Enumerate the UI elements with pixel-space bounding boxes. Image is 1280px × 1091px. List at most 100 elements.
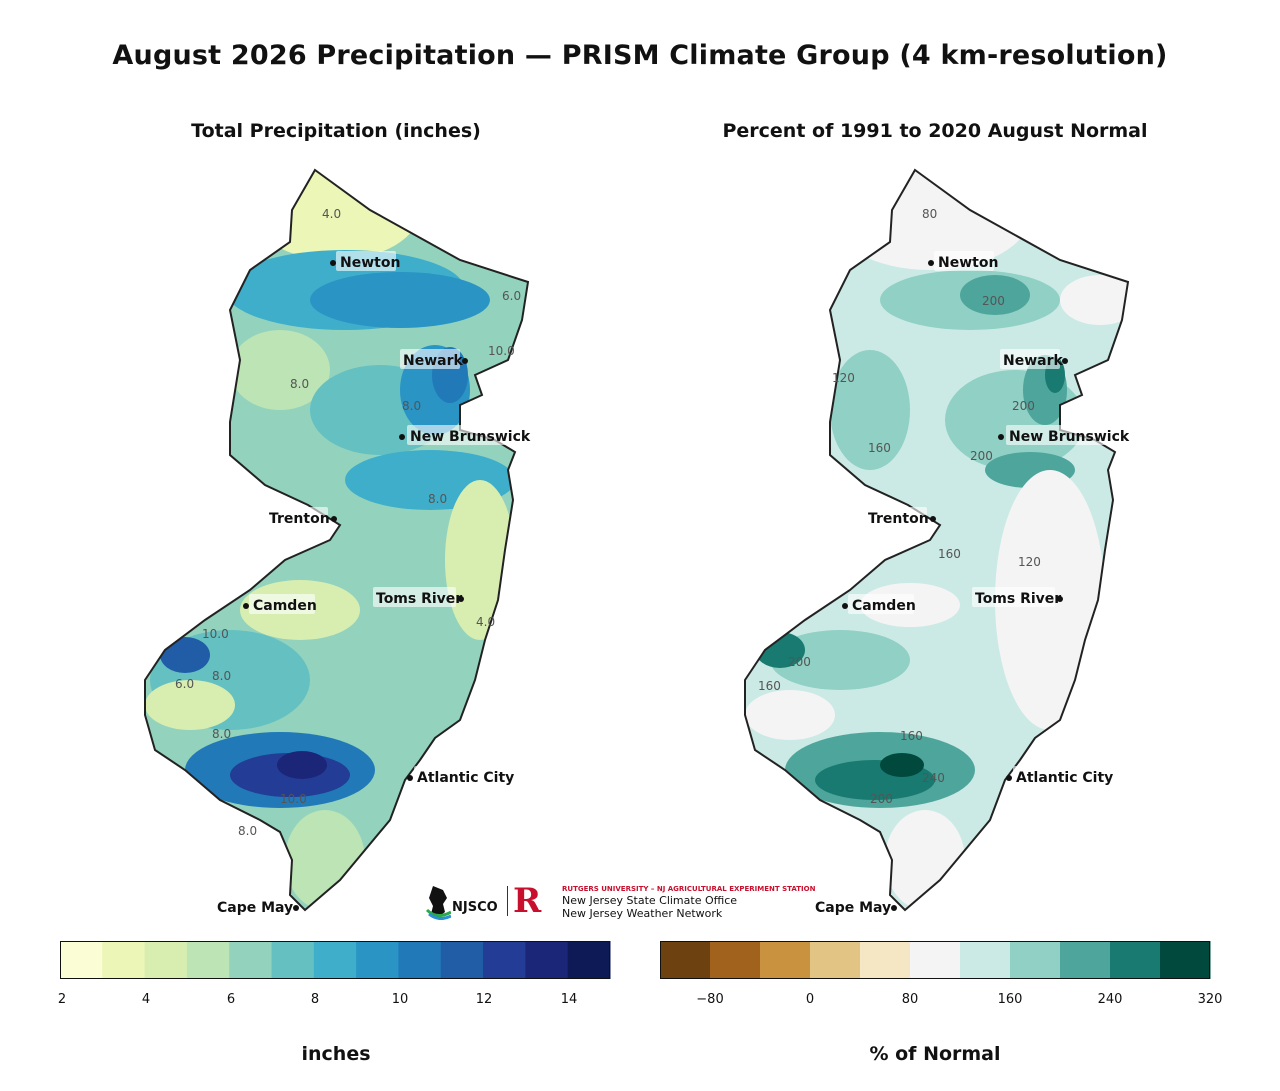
colorbar-tick: 10 bbox=[391, 992, 409, 1007]
contour-label: 160 bbox=[900, 729, 923, 743]
city-label-cape-may: Cape May bbox=[217, 900, 293, 916]
njsco-wordmark: NJSCO bbox=[452, 900, 498, 915]
colorbar-swatch bbox=[860, 941, 911, 979]
city-dot-trenton bbox=[331, 516, 337, 522]
contour-label: 10.0 bbox=[488, 344, 515, 358]
city-label-bg bbox=[1013, 766, 1108, 786]
city-label-newark: Newark bbox=[403, 353, 463, 369]
city-label-bg bbox=[934, 251, 994, 271]
colorbar-swatch bbox=[1110, 941, 1161, 979]
city-label-cape-may: Cape May bbox=[815, 900, 891, 916]
city-label-bg bbox=[414, 766, 509, 786]
precipitation-colorbar bbox=[60, 941, 611, 979]
percent-zone bbox=[960, 275, 1030, 315]
contour-label: 8.0 bbox=[212, 727, 231, 741]
city-label-bg bbox=[336, 251, 396, 271]
precip-zone bbox=[277, 751, 327, 779]
njsco-rutgers-logo: NJSCO R RUTGERS UNIVERSITY – NJ AGRICULT… bbox=[425, 880, 815, 922]
colorbar-swatch bbox=[186, 941, 230, 979]
left-map-subtitle: Total Precipitation (inches) bbox=[191, 120, 481, 142]
logo-line-1: RUTGERS UNIVERSITY – NJ AGRICULTURAL EXP… bbox=[562, 885, 816, 893]
colorbar-tick: 14 bbox=[560, 992, 578, 1007]
colorbar-swatch bbox=[356, 941, 399, 979]
city-label-toms-river: Toms River bbox=[975, 591, 1061, 607]
colorbar-swatch bbox=[1010, 941, 1061, 979]
city-label-bg bbox=[266, 507, 328, 527]
precipitation-map: 4.0 6.0 8.0 10.0 8.0 8.0 4.0 10.0 6.0 8.… bbox=[144, 168, 531, 916]
city-markers: Newton Newark New Brunswick Trenton Camd… bbox=[812, 251, 1130, 916]
city-dot-atlantic-city bbox=[1006, 775, 1012, 781]
contour-label: 8.0 bbox=[238, 824, 257, 838]
contour-labels: 4.0 6.0 8.0 10.0 8.0 8.0 4.0 10.0 6.0 8.… bbox=[175, 207, 521, 838]
colorbar-swatch bbox=[440, 941, 484, 979]
city-label-trenton: Trenton bbox=[269, 511, 330, 527]
state-outline bbox=[744, 168, 1130, 912]
city-label-bg bbox=[848, 594, 914, 614]
city-label-bg bbox=[407, 425, 522, 445]
city-label-atlantic-city: Atlantic City bbox=[417, 770, 514, 786]
colorbar-swatch bbox=[1060, 941, 1111, 979]
contour-label: 240 bbox=[922, 771, 945, 785]
colorbar-tick: 80 bbox=[901, 992, 919, 1007]
contour-label: 160 bbox=[868, 441, 891, 455]
city-label-camden: Camden bbox=[253, 598, 317, 614]
colorbar-label-inches: inches bbox=[301, 1043, 371, 1065]
logo-line-2: New Jersey State Climate Office bbox=[562, 894, 738, 907]
colorbar-swatch bbox=[567, 941, 611, 979]
city-label-bg bbox=[214, 896, 290, 916]
contour-label: 10.0 bbox=[202, 627, 229, 641]
city-label-bg bbox=[812, 896, 888, 916]
contour-label: 200 bbox=[788, 655, 811, 669]
city-label-bg bbox=[373, 587, 456, 607]
contour-label: 200 bbox=[982, 294, 1005, 308]
colorbar-tick: 12 bbox=[475, 992, 493, 1007]
contour-label: 160 bbox=[758, 679, 781, 693]
contour-label: 120 bbox=[1018, 555, 1041, 569]
city-label-camden: Camden bbox=[852, 598, 916, 614]
city-label-newton: Newton bbox=[340, 255, 400, 271]
percent-zone bbox=[830, 350, 910, 470]
precip-zone bbox=[285, 810, 365, 910]
colorbar-swatch bbox=[710, 941, 761, 979]
city-dot-toms-river bbox=[1057, 596, 1063, 602]
colorbar-swatch bbox=[960, 941, 1011, 979]
colorbar-swatch bbox=[313, 941, 357, 979]
contour-label: 6.0 bbox=[175, 677, 194, 691]
city-dot-camden bbox=[243, 603, 249, 609]
percent-colorbar bbox=[660, 941, 1211, 979]
contour-label: 4.0 bbox=[322, 207, 341, 221]
colorbar-border bbox=[60, 941, 610, 979]
precip-zone bbox=[310, 272, 490, 328]
percent-zone bbox=[880, 753, 924, 777]
precip-zone bbox=[160, 637, 210, 673]
state-outline bbox=[144, 168, 530, 912]
percent-zone bbox=[745, 690, 835, 740]
city-dot-camden bbox=[842, 603, 848, 609]
city-label-newark: Newark bbox=[1003, 353, 1063, 369]
contour-label: 80 bbox=[922, 207, 937, 221]
nj-state-icon bbox=[425, 886, 451, 920]
colorbar-swatch bbox=[910, 941, 961, 979]
colorbar-tick: 240 bbox=[1097, 992, 1123, 1007]
city-label-bg bbox=[1000, 349, 1060, 369]
right-map-subtitle: Percent of 1991 to 2020 August Normal bbox=[722, 120, 1148, 142]
colorbar-tick: 8 bbox=[310, 992, 320, 1007]
city-dot-new-brunswick bbox=[998, 434, 1004, 440]
city-label-toms-river: Toms River bbox=[376, 591, 462, 607]
logo-divider bbox=[507, 886, 508, 916]
city-label-atlantic-city: Atlantic City bbox=[1016, 770, 1113, 786]
percent-zone bbox=[885, 810, 965, 910]
city-dot-atlantic-city bbox=[407, 775, 413, 781]
contour-label: 8.0 bbox=[428, 492, 447, 506]
contour-label: 10.0 bbox=[280, 792, 307, 806]
city-dot-trenton bbox=[930, 516, 936, 522]
city-dot-newark bbox=[462, 358, 468, 364]
city-label-new-brunswick: New Brunswick bbox=[1009, 429, 1130, 445]
colorbar-tick: 0 bbox=[805, 992, 815, 1007]
percent-zone bbox=[1060, 275, 1128, 325]
city-label-newton: Newton bbox=[938, 255, 998, 271]
colorbar-swatch bbox=[144, 941, 188, 979]
city-dot-cape-may bbox=[891, 905, 897, 911]
percent-of-normal-map: 80 200 120 160 200 200 160 120 200 160 2… bbox=[744, 168, 1130, 916]
contour-label: 8.0 bbox=[402, 399, 421, 413]
